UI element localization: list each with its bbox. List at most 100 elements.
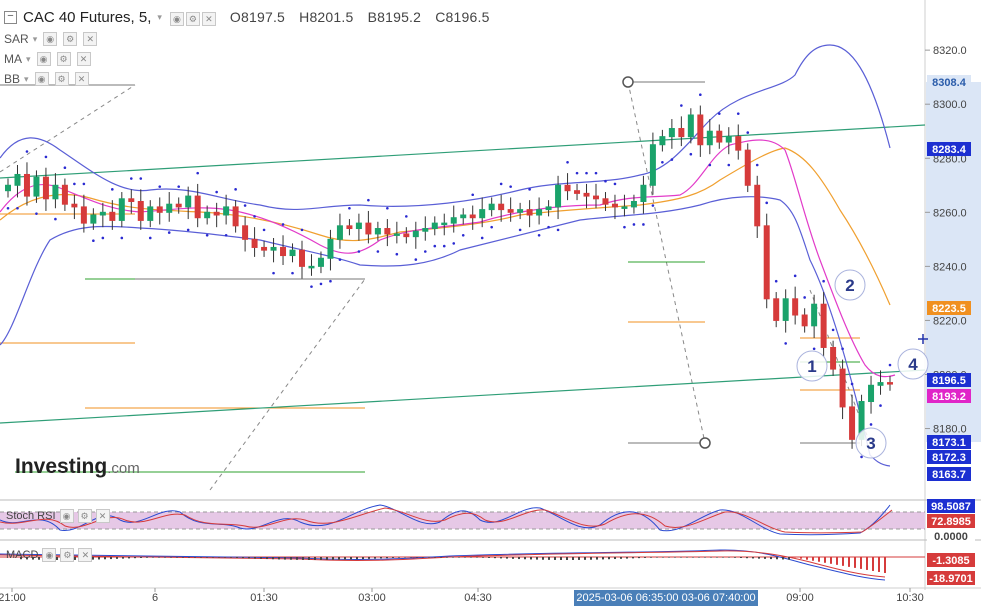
macd-histogram-bar <box>782 557 784 560</box>
candle-body <box>71 203 78 208</box>
handle-point[interactable] <box>622 76 634 88</box>
macd-histogram-bar <box>56 557 58 560</box>
macd-histogram-bar <box>722 557 724 558</box>
close-icon[interactable]: ✕ <box>76 52 91 66</box>
sar-dot <box>888 363 892 367</box>
sar-dot <box>16 206 19 210</box>
indicator-row-bb[interactable]: BB ▾ ◉ ⚙ ✕ <box>4 72 89 86</box>
sar-dot <box>661 161 664 164</box>
chevron-down-icon[interactable]: ▾ <box>157 11 162 22</box>
close-icon[interactable]: ✕ <box>201 11 216 26</box>
macd-histogram-bar <box>116 557 118 559</box>
candle-body <box>251 238 258 248</box>
sar-dot <box>642 223 645 226</box>
sar-dot <box>613 182 617 186</box>
price-tag-label: 8173.1 <box>932 437 966 449</box>
sar-dot <box>575 171 579 175</box>
symbol-title[interactable]: CAC 40 Futures, 5, <box>23 8 152 26</box>
candle-body <box>450 217 457 224</box>
macd-histogram-bar <box>38 557 40 560</box>
gear-icon[interactable]: ⚙ <box>56 52 71 66</box>
candle-body <box>393 233 400 236</box>
sar-dot <box>291 271 294 275</box>
price-tick-label: 8180.0 <box>933 424 967 436</box>
macd-histogram-bar <box>122 557 124 559</box>
close-icon[interactable]: ✕ <box>78 548 93 562</box>
sar-dot <box>670 158 674 161</box>
price-tick-label: 8240.0 <box>933 261 967 273</box>
indicator-label: BB <box>4 72 21 86</box>
chevron-down-icon[interactable]: ▾ <box>32 33 38 44</box>
close-icon[interactable]: ✕ <box>74 72 89 86</box>
macd-line <box>0 549 886 581</box>
sar-dot <box>139 177 143 180</box>
time-tick-label: 09:00 <box>786 592 814 604</box>
stoch-rsi-label-row[interactable]: Stoch RSI ◉ ⚙ ✕ <box>6 509 110 523</box>
gear-icon[interactable]: ⚙ <box>63 32 78 46</box>
gear-icon[interactable]: ⚙ <box>77 509 92 523</box>
macd-histogram-bar <box>296 557 298 560</box>
eye-icon[interactable]: ◉ <box>34 72 49 86</box>
macd-histogram-bar <box>680 557 682 558</box>
macd-histogram-bar <box>758 557 760 559</box>
macd-histogram-bar <box>392 557 394 558</box>
candle-body <box>90 214 97 224</box>
candle-body <box>469 214 476 219</box>
macd-histogram-bar <box>872 557 874 571</box>
gear-icon[interactable]: ⚙ <box>185 11 200 26</box>
macd-histogram-bar <box>662 557 664 558</box>
indicator-row-ma[interactable]: MA ▾ ◉ ⚙ ✕ <box>4 52 91 66</box>
macd-histogram-bar <box>110 557 112 560</box>
indicator-row-sar[interactable]: SAR ▾ ◉ ⚙ ✕ <box>4 32 98 46</box>
candle-body <box>61 184 68 205</box>
macd-label-row[interactable]: MACD ◉ ⚙ ✕ <box>6 548 93 562</box>
close-icon[interactable]: ✕ <box>83 32 98 46</box>
sar-dot <box>129 177 133 180</box>
sar-dot <box>841 347 844 351</box>
eye-icon[interactable]: ◉ <box>169 11 184 26</box>
eye-icon[interactable]: ◉ <box>42 548 57 562</box>
wave-label-3[interactable]: 3 <box>855 427 887 459</box>
wave-label-1[interactable]: 1 <box>796 350 828 382</box>
gear-icon[interactable]: ⚙ <box>54 72 69 86</box>
candle-body <box>640 184 647 202</box>
chevron-down-icon[interactable]: ▾ <box>26 53 31 64</box>
sar-dot <box>186 228 190 232</box>
macd-histogram-bar <box>422 557 424 558</box>
price-tag-label: 8163.7 <box>932 469 966 481</box>
macd-histogram-bar <box>92 557 94 560</box>
candle-body <box>839 368 846 408</box>
gear-icon[interactable]: ⚙ <box>60 548 75 562</box>
stoch-rsi-k-line <box>0 504 891 536</box>
candle-body <box>526 209 533 216</box>
candle-body <box>611 203 618 208</box>
wave-label-2-text: 2 <box>845 276 854 295</box>
time-tick-label: 01:30 <box>250 592 278 604</box>
macd-histogram-bar <box>542 557 544 560</box>
handle-point[interactable] <box>699 437 711 449</box>
wave-label-4[interactable]: 4 <box>897 348 929 380</box>
price-tag-label: 8223.5 <box>932 303 966 315</box>
candle-body <box>156 206 163 213</box>
sar-dot <box>329 279 332 283</box>
macd-histogram-bar <box>590 557 592 560</box>
candle-body <box>744 149 751 186</box>
eye-icon[interactable]: ◉ <box>36 52 51 66</box>
eye-icon[interactable]: ◉ <box>59 509 74 523</box>
sar-dot <box>414 258 418 261</box>
logo-suffix: .com <box>107 460 140 477</box>
chevron-down-icon[interactable]: ▾ <box>24 73 29 84</box>
sar-dot <box>158 185 162 188</box>
eye-icon[interactable]: ◉ <box>43 32 58 46</box>
price-tag-box <box>927 389 971 403</box>
wave-label-2[interactable]: 2 <box>834 269 866 301</box>
sar-dot <box>73 182 76 186</box>
macd-histogram-bar <box>494 557 496 559</box>
macd-histogram-bar <box>128 557 130 559</box>
subpane-tag-label: 98.5087 <box>931 501 971 513</box>
candle-body <box>355 222 362 230</box>
macd-histogram-bar <box>140 557 142 558</box>
collapse-toggle-icon[interactable]: − <box>4 10 17 24</box>
close-icon[interactable]: ✕ <box>95 509 110 523</box>
